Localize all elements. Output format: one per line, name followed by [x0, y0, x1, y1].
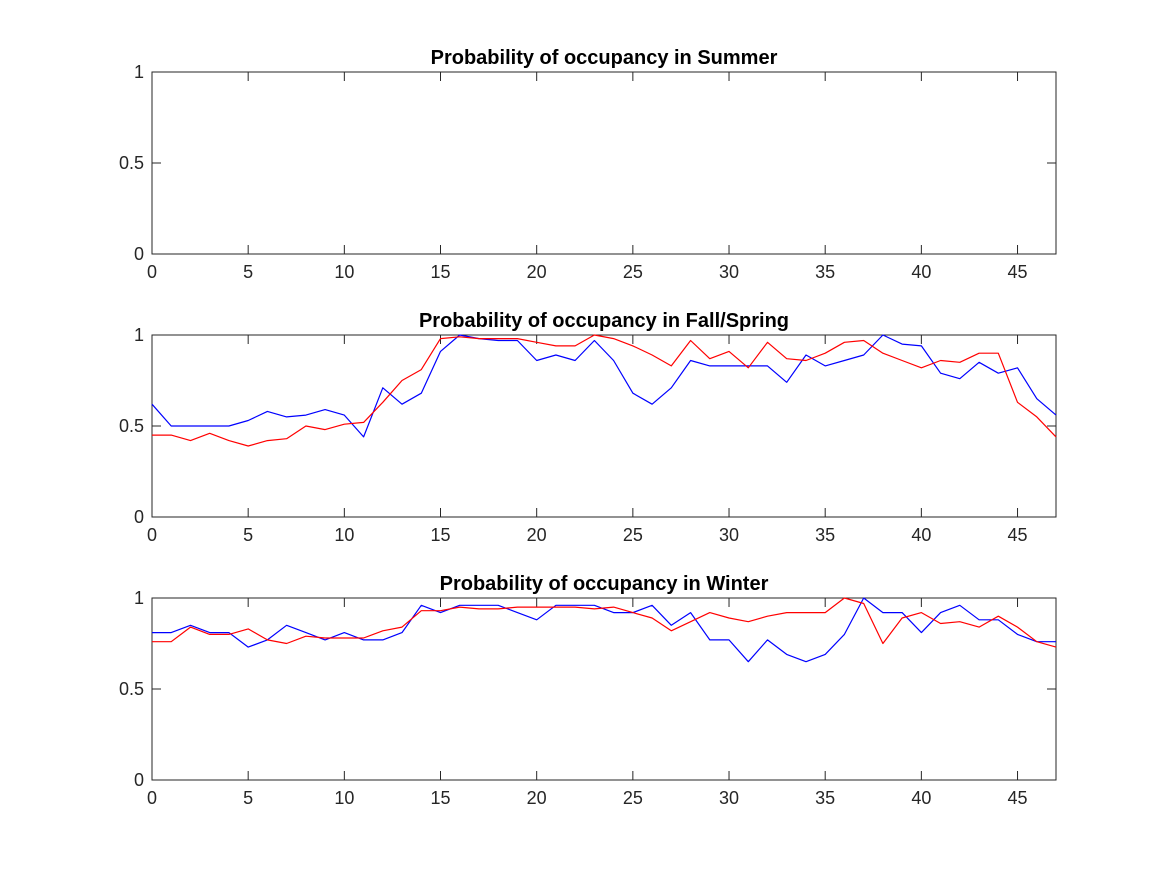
x-tick-label: 30 [719, 788, 739, 808]
y-tick-label: 1 [134, 588, 144, 608]
x-tick-label: 35 [815, 788, 835, 808]
x-tick-label: 45 [1008, 525, 1028, 545]
y-tick-label: 0 [134, 507, 144, 527]
chart-title: Probability of occupancy in Summer [431, 47, 778, 69]
x-tick-label: 45 [1008, 788, 1028, 808]
series-line-red [152, 597, 1057, 648]
axes-box [151, 71, 1057, 255]
series-line-red [152, 334, 1057, 447]
x-tick-label: 40 [911, 262, 931, 282]
x-tick-label: 15 [430, 262, 450, 282]
x-tick-label: 25 [623, 525, 643, 545]
series-line-blue [152, 597, 1056, 663]
x-tick-label: 40 [911, 525, 931, 545]
y-tick-label: 0.5 [119, 153, 144, 173]
x-tick-label: 20 [527, 788, 547, 808]
x-tick-label: 30 [719, 525, 739, 545]
x-tick-label: 0 [147, 525, 157, 545]
axes-box [151, 334, 1057, 518]
x-tick-label: 5 [243, 525, 253, 545]
x-tick-label: 30 [719, 262, 739, 282]
x-tick-label: 25 [623, 262, 643, 282]
x-tick-label: 20 [527, 262, 547, 282]
x-tick-label: 25 [623, 788, 643, 808]
chart-title: Probability of occupancy in Winter [440, 573, 769, 595]
x-tick-label: 45 [1008, 262, 1028, 282]
x-tick-label: 10 [334, 262, 354, 282]
y-tick-label: 1 [134, 62, 144, 82]
x-tick-label: 5 [243, 262, 253, 282]
x-tick-label: 15 [430, 525, 450, 545]
series-line-blue [151, 334, 1057, 438]
x-tick-label: 0 [147, 262, 157, 282]
y-tick-label: 0.5 [119, 679, 144, 699]
x-tick-label: 20 [527, 525, 547, 545]
x-tick-label: 35 [815, 262, 835, 282]
x-tick-label: 0 [147, 788, 157, 808]
x-tick-label: 5 [243, 788, 253, 808]
x-tick-label: 10 [334, 525, 354, 545]
chart-panel-fall-spring: Probability of occupancy in Fall/Spring 0… [119, 310, 1057, 545]
axes-box [151, 597, 1057, 781]
y-tick-label: 0.5 [119, 416, 144, 436]
chart-title: Probability of occupancy in Fall/Spring [419, 310, 789, 332]
x-tick-label: 10 [334, 788, 354, 808]
y-tick-label: 0 [134, 244, 144, 264]
x-tick-label: 40 [911, 788, 931, 808]
x-tick-label: 35 [815, 525, 835, 545]
y-tick-label: 0 [134, 770, 144, 790]
x-tick-label: 15 [430, 788, 450, 808]
y-tick-label: 1 [134, 325, 144, 345]
